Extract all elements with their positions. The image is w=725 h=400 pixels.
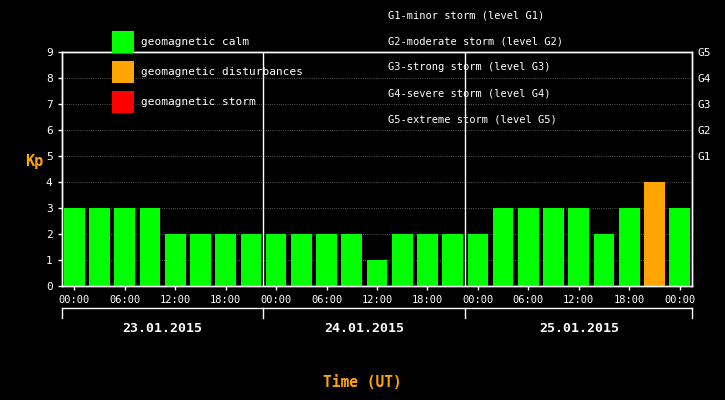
- Bar: [669, 208, 690, 286]
- Bar: [543, 208, 564, 286]
- Text: geomagnetic disturbances: geomagnetic disturbances: [141, 67, 303, 77]
- Bar: [89, 208, 109, 286]
- Y-axis label: Kp: Kp: [25, 154, 44, 169]
- Text: G4-severe storm (level G4): G4-severe storm (level G4): [388, 88, 550, 98]
- Bar: [442, 234, 463, 286]
- Bar: [645, 182, 665, 286]
- Bar: [367, 260, 387, 286]
- Bar: [316, 234, 337, 286]
- Text: G5-extreme storm (level G5): G5-extreme storm (level G5): [388, 114, 557, 124]
- Text: Time (UT): Time (UT): [323, 375, 402, 390]
- Text: 25.01.2015: 25.01.2015: [539, 322, 619, 335]
- Bar: [594, 234, 614, 286]
- Bar: [266, 234, 286, 286]
- Bar: [341, 234, 362, 286]
- Bar: [619, 208, 639, 286]
- Text: 24.01.2015: 24.01.2015: [324, 322, 405, 335]
- Bar: [140, 208, 160, 286]
- Text: 23.01.2015: 23.01.2015: [123, 322, 202, 335]
- Text: G3-strong storm (level G3): G3-strong storm (level G3): [388, 62, 550, 72]
- Bar: [291, 234, 312, 286]
- Text: geomagnetic storm: geomagnetic storm: [141, 97, 256, 107]
- Bar: [468, 234, 488, 286]
- Text: G1-minor storm (level G1): G1-minor storm (level G1): [388, 10, 544, 20]
- Bar: [518, 208, 539, 286]
- Bar: [190, 234, 211, 286]
- Bar: [417, 234, 438, 286]
- Bar: [215, 234, 236, 286]
- Bar: [241, 234, 261, 286]
- Bar: [568, 208, 589, 286]
- Bar: [392, 234, 413, 286]
- Bar: [64, 208, 85, 286]
- Text: geomagnetic calm: geomagnetic calm: [141, 37, 249, 47]
- Bar: [165, 234, 186, 286]
- Text: G2-moderate storm (level G2): G2-moderate storm (level G2): [388, 36, 563, 46]
- Bar: [115, 208, 135, 286]
- Bar: [493, 208, 513, 286]
